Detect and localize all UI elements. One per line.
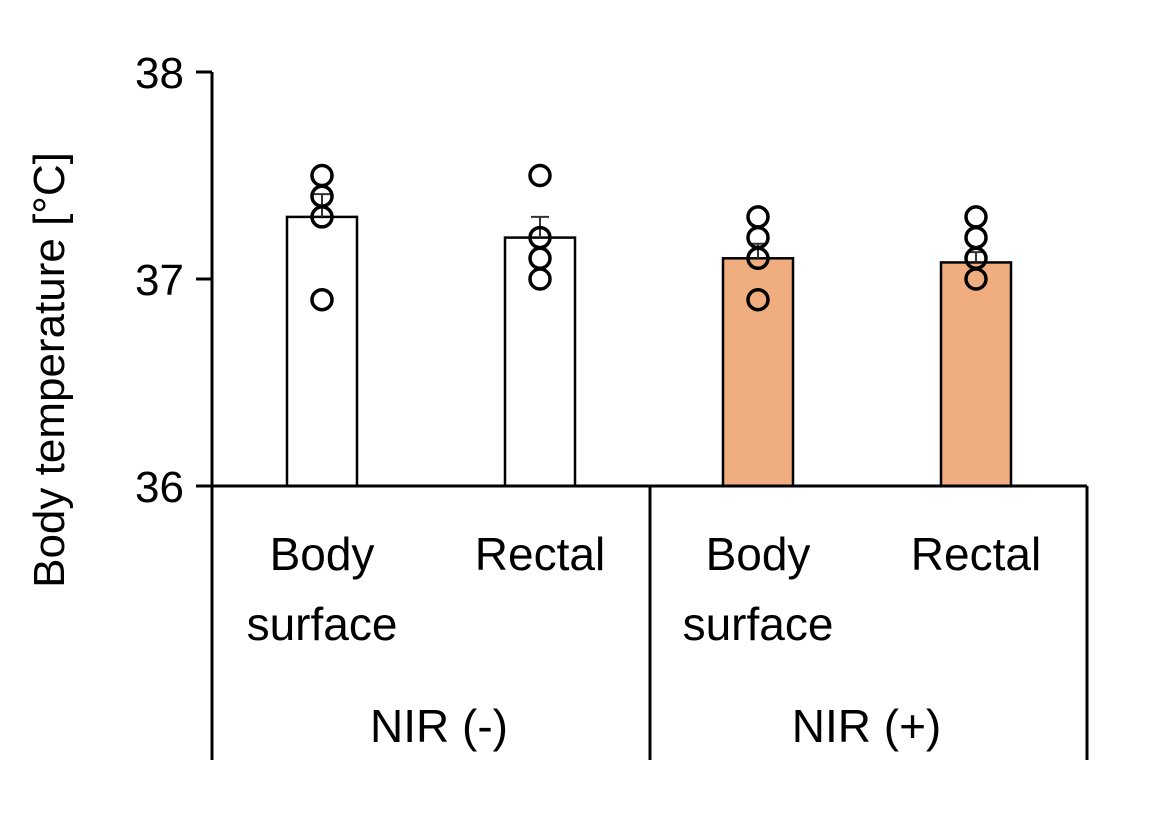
data-point: [528, 267, 552, 291]
data-point: [746, 287, 770, 312]
category-label: Rectal: [911, 528, 1041, 580]
category-label: Rectal: [475, 528, 605, 580]
group-label: NIR (-): [370, 700, 508, 752]
data-point: [310, 163, 334, 188]
y-axis-label: Body temperature [°C]: [25, 152, 74, 588]
bar: [939, 261, 1013, 488]
bar: [503, 236, 577, 488]
y-tick-label: 36: [135, 463, 184, 512]
y-tick-label: 37: [135, 256, 184, 305]
data-point: [310, 205, 334, 229]
group-label: NIR (+): [792, 700, 942, 752]
bar: [721, 257, 795, 488]
category-label: surface: [683, 598, 834, 650]
y-tick-label: 38: [135, 49, 184, 98]
data-point: [746, 246, 770, 271]
y-axis: 36 37 38: [135, 49, 214, 760]
data-point: [964, 225, 988, 250]
data-point: [310, 287, 334, 312]
category-label: Body: [270, 528, 375, 580]
data-point: [964, 205, 988, 229]
bars: [285, 163, 1013, 488]
data-point: [964, 267, 988, 291]
category-axis: NIR (-) Body surface Rectal NIR (+) Body surfa…: [212, 484, 1089, 760]
data-point: [528, 163, 552, 188]
data-point: [746, 205, 770, 229]
bar: [285, 215, 359, 488]
category-label: Body: [706, 528, 811, 580]
category-label: surface: [247, 598, 398, 650]
